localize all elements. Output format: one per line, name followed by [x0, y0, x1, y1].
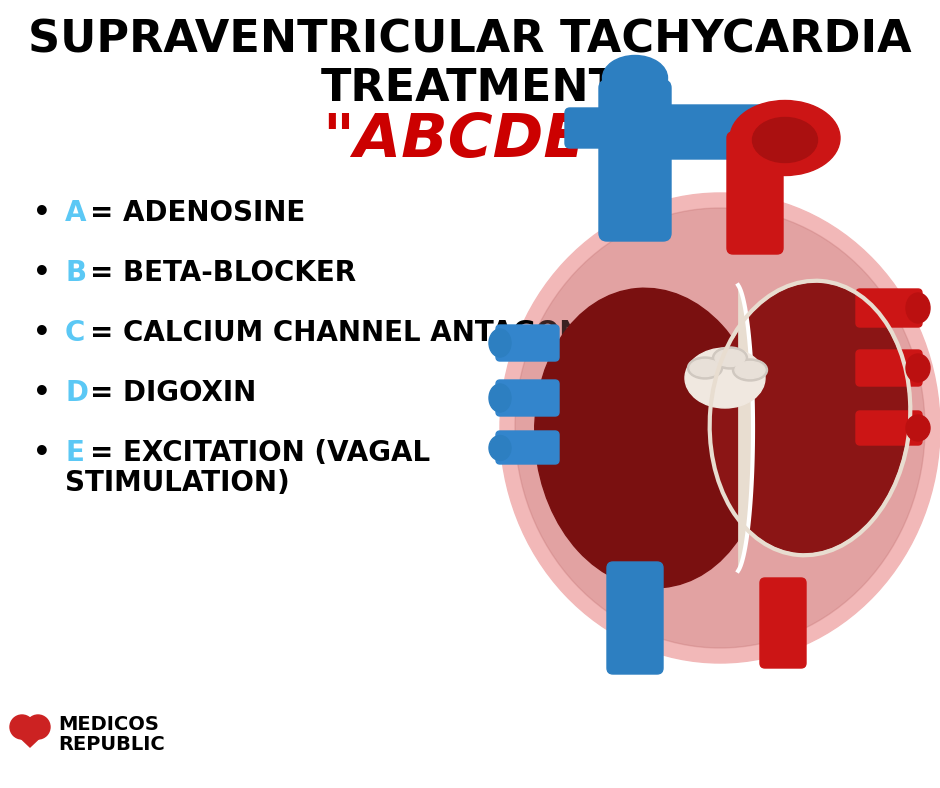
Text: B: B — [65, 259, 86, 287]
Text: •: • — [33, 199, 51, 227]
FancyBboxPatch shape — [496, 380, 559, 416]
Ellipse shape — [603, 55, 667, 101]
FancyBboxPatch shape — [760, 578, 806, 668]
Ellipse shape — [685, 348, 765, 408]
Ellipse shape — [500, 193, 940, 663]
Text: A: A — [65, 199, 86, 227]
Text: D: D — [65, 379, 88, 407]
Polygon shape — [11, 729, 49, 747]
Text: SUPRAVENTRICULAR TACHYCARDIA: SUPRAVENTRICULAR TACHYCARDIA — [28, 18, 912, 61]
Text: = ADENOSINE: = ADENOSINE — [90, 199, 306, 227]
Ellipse shape — [687, 357, 723, 379]
Text: STIMULATION): STIMULATION) — [65, 469, 290, 497]
Polygon shape — [738, 285, 753, 571]
FancyBboxPatch shape — [856, 289, 922, 327]
Ellipse shape — [906, 354, 930, 382]
Text: = CALCIUM CHANNEL ANTAGONIST: = CALCIUM CHANNEL ANTAGONIST — [90, 319, 632, 347]
Ellipse shape — [753, 117, 818, 162]
FancyBboxPatch shape — [496, 431, 559, 464]
Ellipse shape — [535, 288, 765, 588]
Text: REPUBLIC: REPUBLIC — [58, 735, 164, 754]
FancyBboxPatch shape — [856, 411, 922, 445]
Text: •: • — [33, 319, 51, 347]
FancyBboxPatch shape — [729, 149, 781, 192]
Ellipse shape — [690, 359, 720, 377]
Ellipse shape — [515, 208, 925, 648]
Ellipse shape — [732, 359, 767, 381]
Text: "ABCDE": "ABCDE" — [322, 110, 618, 169]
FancyBboxPatch shape — [856, 350, 922, 386]
Circle shape — [10, 715, 34, 739]
Ellipse shape — [906, 415, 930, 441]
Ellipse shape — [730, 101, 840, 176]
FancyBboxPatch shape — [565, 108, 617, 148]
Text: = EXCITATION (VAGAL: = EXCITATION (VAGAL — [90, 439, 431, 467]
FancyBboxPatch shape — [607, 562, 663, 674]
FancyBboxPatch shape — [496, 325, 559, 361]
Ellipse shape — [489, 436, 511, 460]
Text: E: E — [65, 439, 84, 467]
Ellipse shape — [906, 293, 930, 323]
Ellipse shape — [713, 347, 747, 369]
Text: •: • — [33, 379, 51, 407]
Ellipse shape — [735, 362, 765, 378]
Text: •: • — [33, 439, 51, 467]
FancyBboxPatch shape — [649, 105, 791, 159]
Ellipse shape — [489, 384, 511, 412]
Ellipse shape — [713, 283, 908, 552]
FancyBboxPatch shape — [727, 132, 783, 254]
Ellipse shape — [715, 350, 745, 366]
Circle shape — [26, 715, 50, 739]
Text: •: • — [33, 259, 51, 287]
Text: TREATMENT: TREATMENT — [321, 66, 619, 110]
FancyBboxPatch shape — [599, 80, 671, 241]
Text: = DIGOXIN: = DIGOXIN — [90, 379, 257, 407]
Text: C: C — [65, 319, 86, 347]
Text: MEDICOS: MEDICOS — [58, 716, 159, 734]
Text: = BETA-BLOCKER: = BETA-BLOCKER — [90, 259, 356, 287]
Ellipse shape — [489, 329, 511, 357]
